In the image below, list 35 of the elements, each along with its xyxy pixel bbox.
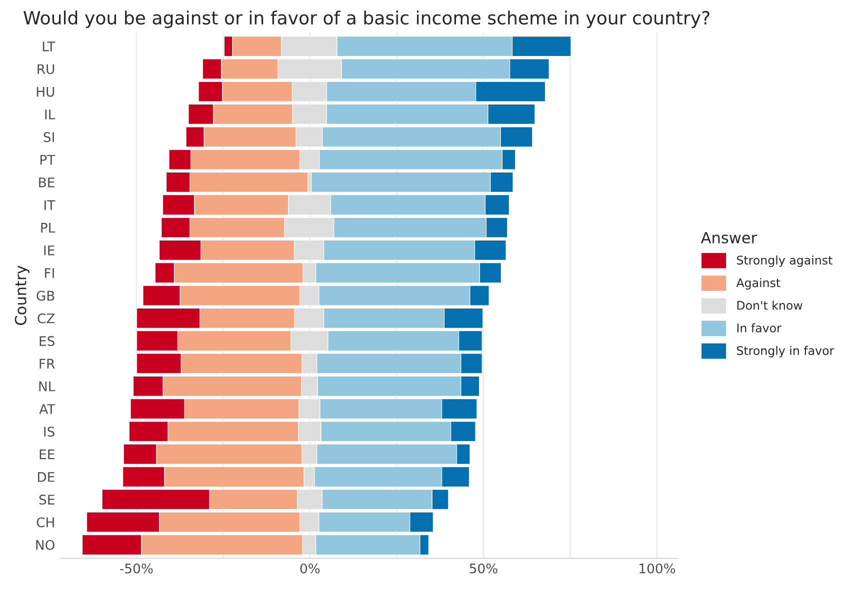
legend-label: Don't know [737,300,802,310]
legend-label: Strongly against [736,255,832,267]
y-tick-label: LT [42,42,56,52]
legend-title: Answer [700,232,758,244]
y-tick-label: RU [38,64,54,74]
y-tick-label: ES [40,336,54,346]
y-tick-label: FR [40,358,55,369]
y-tick-label: EE [40,450,54,460]
legend-label: In favor [737,323,782,332]
y-tick-label: NO [36,540,54,550]
x-tick-label: 50% [470,563,498,574]
y-tick-label: AT [39,404,56,414]
y-tick-label: CZ [38,313,55,324]
x-tick-label: 100% [640,563,676,574]
y-tick-label: IS [44,426,54,437]
y-tick-label: IL [45,110,56,120]
y-tick-label: IT [44,200,56,210]
y-tick-label: FI [45,268,54,278]
chart-title: Would you be against or in favor of a basic income scheme in your country? [24,10,710,28]
y-tick-label: PL [41,222,56,233]
legend-label: Strongly in favor [736,346,834,358]
legend-label: Against [736,278,780,290]
y-tick-label: HU [36,86,54,97]
y-tick-label: GB [36,290,54,301]
y-tick-label: BE [39,178,54,188]
y-tick-label: SI [44,132,54,142]
y-tick-label: NL [39,382,56,392]
x-tick-label: 0% [300,563,320,574]
y-tick-label: SE [39,494,54,505]
y-tick-label: CH [36,517,54,528]
y-tick-label: DE [38,472,54,482]
y-axis-title: Country [14,266,30,326]
x-tick-label: -50% [120,563,153,574]
y-tick-label: PT [40,154,56,165]
y-tick-label: IE [44,246,54,256]
